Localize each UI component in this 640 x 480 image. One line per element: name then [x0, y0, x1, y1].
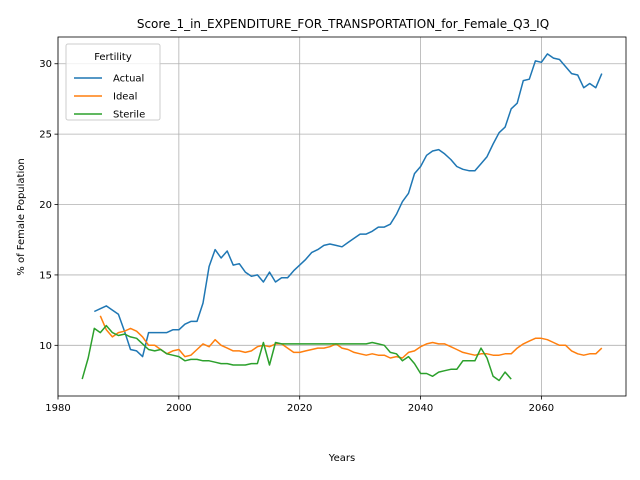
plot-frame — [57, 36, 627, 397]
x-tick-label: 2000 — [166, 403, 191, 414]
y-tick-label: 30 — [39, 59, 52, 70]
y-tick-label: 15 — [39, 270, 52, 281]
series-line-ideal — [99, 315, 603, 359]
legend-label-sterile: Sterile — [113, 110, 145, 121]
x-axis-ticks: 1980 2000 2020 2040 2060 — [45, 396, 554, 414]
legend-label-ideal: Ideal — [113, 92, 137, 103]
series-line-actual — [93, 53, 603, 358]
x-tick-label: 1980 — [45, 403, 70, 414]
y-tick-label: 10 — [39, 341, 52, 352]
legend: Fertility Actual Ideal Sterile — [65, 43, 161, 121]
legend-label-actual: Actual — [113, 74, 144, 85]
series-line-sterile — [81, 324, 512, 382]
y-axis-ticks: 10 15 20 25 30 — [39, 59, 58, 352]
legend-title: Fertility — [94, 52, 132, 63]
y-tick-label: 25 — [39, 130, 52, 141]
legend-box — [65, 43, 161, 121]
series-lines — [81, 53, 603, 382]
x-axis-label: Years — [328, 453, 355, 464]
x-tick-label: 2060 — [529, 403, 554, 414]
y-axis-label: % of Female Population — [16, 158, 27, 275]
legend-items: Actual Ideal Sterile — [74, 74, 145, 121]
x-tick-label: 2020 — [287, 403, 312, 414]
y-tick-label: 20 — [39, 200, 52, 211]
chart-title: Score_1_in_EXPENDITURE_FOR_TRANSPORTATIO… — [137, 17, 549, 31]
x-tick-label: 2040 — [408, 403, 433, 414]
